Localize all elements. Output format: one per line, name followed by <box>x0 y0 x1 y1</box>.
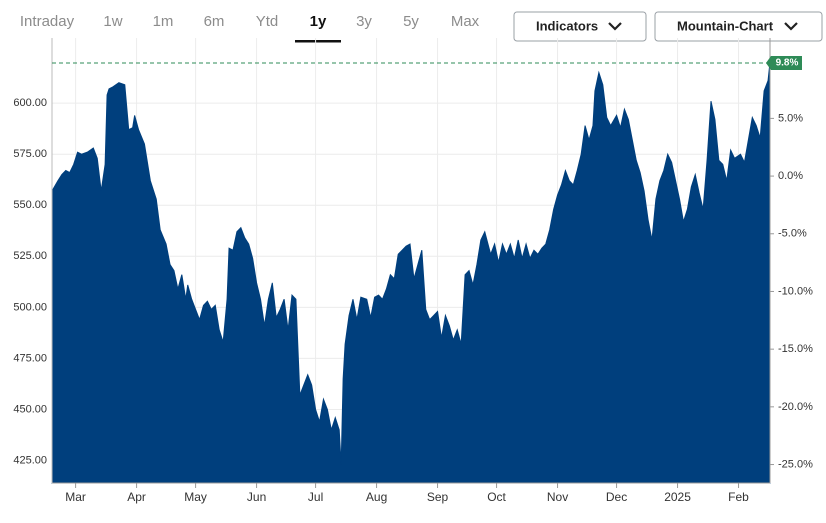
y-tick-label: 600.00 <box>13 97 47 109</box>
indicators-button[interactable]: Indicators <box>513 11 647 42</box>
x-tick-label: 2025 <box>664 490 691 504</box>
x-tick-label: Jul <box>308 490 323 504</box>
chart-type-button[interactable]: Mountain-Chart <box>654 11 823 42</box>
x-tick-label: Apr <box>127 490 146 504</box>
x-tick-label: Oct <box>487 490 506 504</box>
y-tick-label: 475.00 <box>13 352 47 364</box>
button-frame <box>513 11 647 42</box>
chevron <box>608 22 622 31</box>
last-value-label: 9.8% <box>776 58 799 69</box>
range-tab[interactable]: 1m <box>153 13 174 30</box>
x-tick-label: Feb <box>728 490 749 504</box>
plot-area: Mar Apr May Jun Jul Aug Sep Oct Nov Dec 2025 Feb 425… <box>13 38 813 504</box>
x-tick-label: Mar <box>65 490 86 504</box>
y-tick-label: 425.00 <box>13 454 47 466</box>
range-tab[interactable]: Intraday <box>20 13 75 30</box>
y-tick-label: 575.00 <box>13 148 47 160</box>
price-area <box>51 62 771 484</box>
range-tab[interactable]: 5y <box>403 13 419 30</box>
x-tick-label: May <box>184 490 207 504</box>
range-tab[interactable]: Ytd <box>256 13 279 30</box>
range-tab[interactable]: Max <box>451 13 480 30</box>
y-tick-label: 450.00 <box>13 403 47 415</box>
chevron <box>784 22 798 31</box>
x-tick-label: Sep <box>427 490 449 504</box>
range-tabs: Intraday 1w 1m 6m Ytd 1y 3y 5y Max <box>20 13 480 43</box>
x-tick-label: Dec <box>606 490 627 504</box>
x-tick-label: Jun <box>247 490 266 504</box>
x-tick-label: Aug <box>366 490 387 504</box>
last-value-badge <box>766 56 802 70</box>
y2-tick-label: 5.0% <box>778 112 803 124</box>
button-label: Mountain-Chart <box>677 18 774 33</box>
y2-tick-label: -25.0% <box>778 458 813 470</box>
y2-tick-label: -20.0% <box>778 401 813 413</box>
range-tab[interactable]: 3y <box>356 13 372 30</box>
y-tick-label: 550.00 <box>13 199 47 211</box>
range-tab[interactable]: 6m <box>204 13 225 30</box>
y2-tick-label: -15.0% <box>778 343 813 355</box>
range-tab[interactable]: 1w <box>103 13 122 30</box>
y2-tick-label: -5.0% <box>778 228 807 240</box>
y2-tick-label: -10.0% <box>778 285 813 297</box>
x-tick-label: Nov <box>547 490 568 504</box>
selected-underline <box>295 40 341 43</box>
y2-tick-label: 0.0% <box>778 170 803 182</box>
button-label: Indicators <box>536 18 598 33</box>
range-tab[interactable]: 1y <box>310 13 327 30</box>
y-tick-label: 525.00 <box>13 250 47 262</box>
y-tick-label: 500.00 <box>13 301 47 313</box>
